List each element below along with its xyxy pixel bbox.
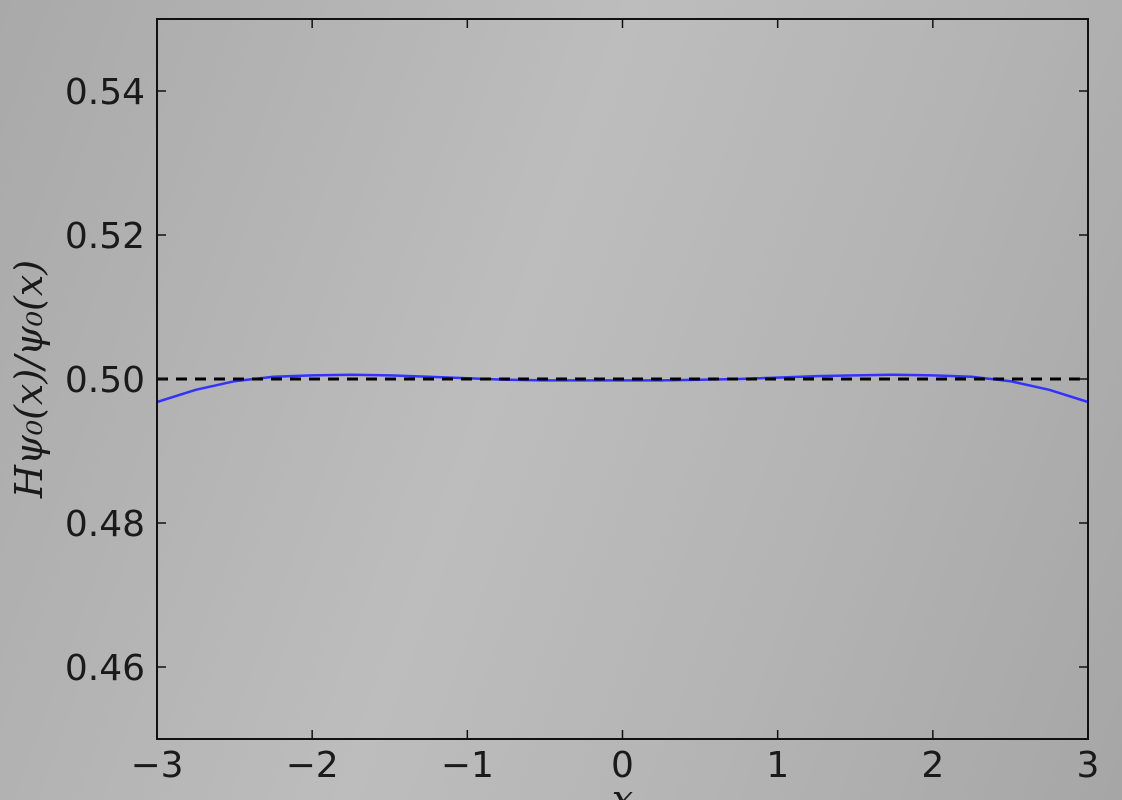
x-tick-label: 2 — [921, 745, 944, 786]
y-tick-label: 0.48 — [65, 504, 145, 545]
y-axis-title: Hψ₀(x)/ψ₀(x) — [7, 260, 51, 499]
x-tick-label: 0 — [611, 745, 634, 786]
labels-layer: −3 −2 −1 0 1 2 3 0.46 0.48 0.50 0.52 0.54 — [65, 72, 1100, 786]
ticks-layer — [156, 19, 1089, 739]
series-layer — [156, 373, 1089, 404]
y-tick-label: 0.54 — [65, 72, 145, 113]
x-axis-title: x — [612, 777, 633, 800]
x-tick-label: −3 — [130, 745, 183, 786]
x-tick-label: 3 — [1077, 745, 1100, 786]
y-tick-label: 0.50 — [65, 360, 145, 401]
x-tick-label: −1 — [441, 745, 494, 786]
y-tick-label: 0.46 — [65, 648, 145, 689]
x-tick-label: 1 — [766, 745, 789, 786]
x-tick-label: −2 — [286, 745, 339, 786]
y-tick-label: 0.52 — [65, 216, 145, 257]
